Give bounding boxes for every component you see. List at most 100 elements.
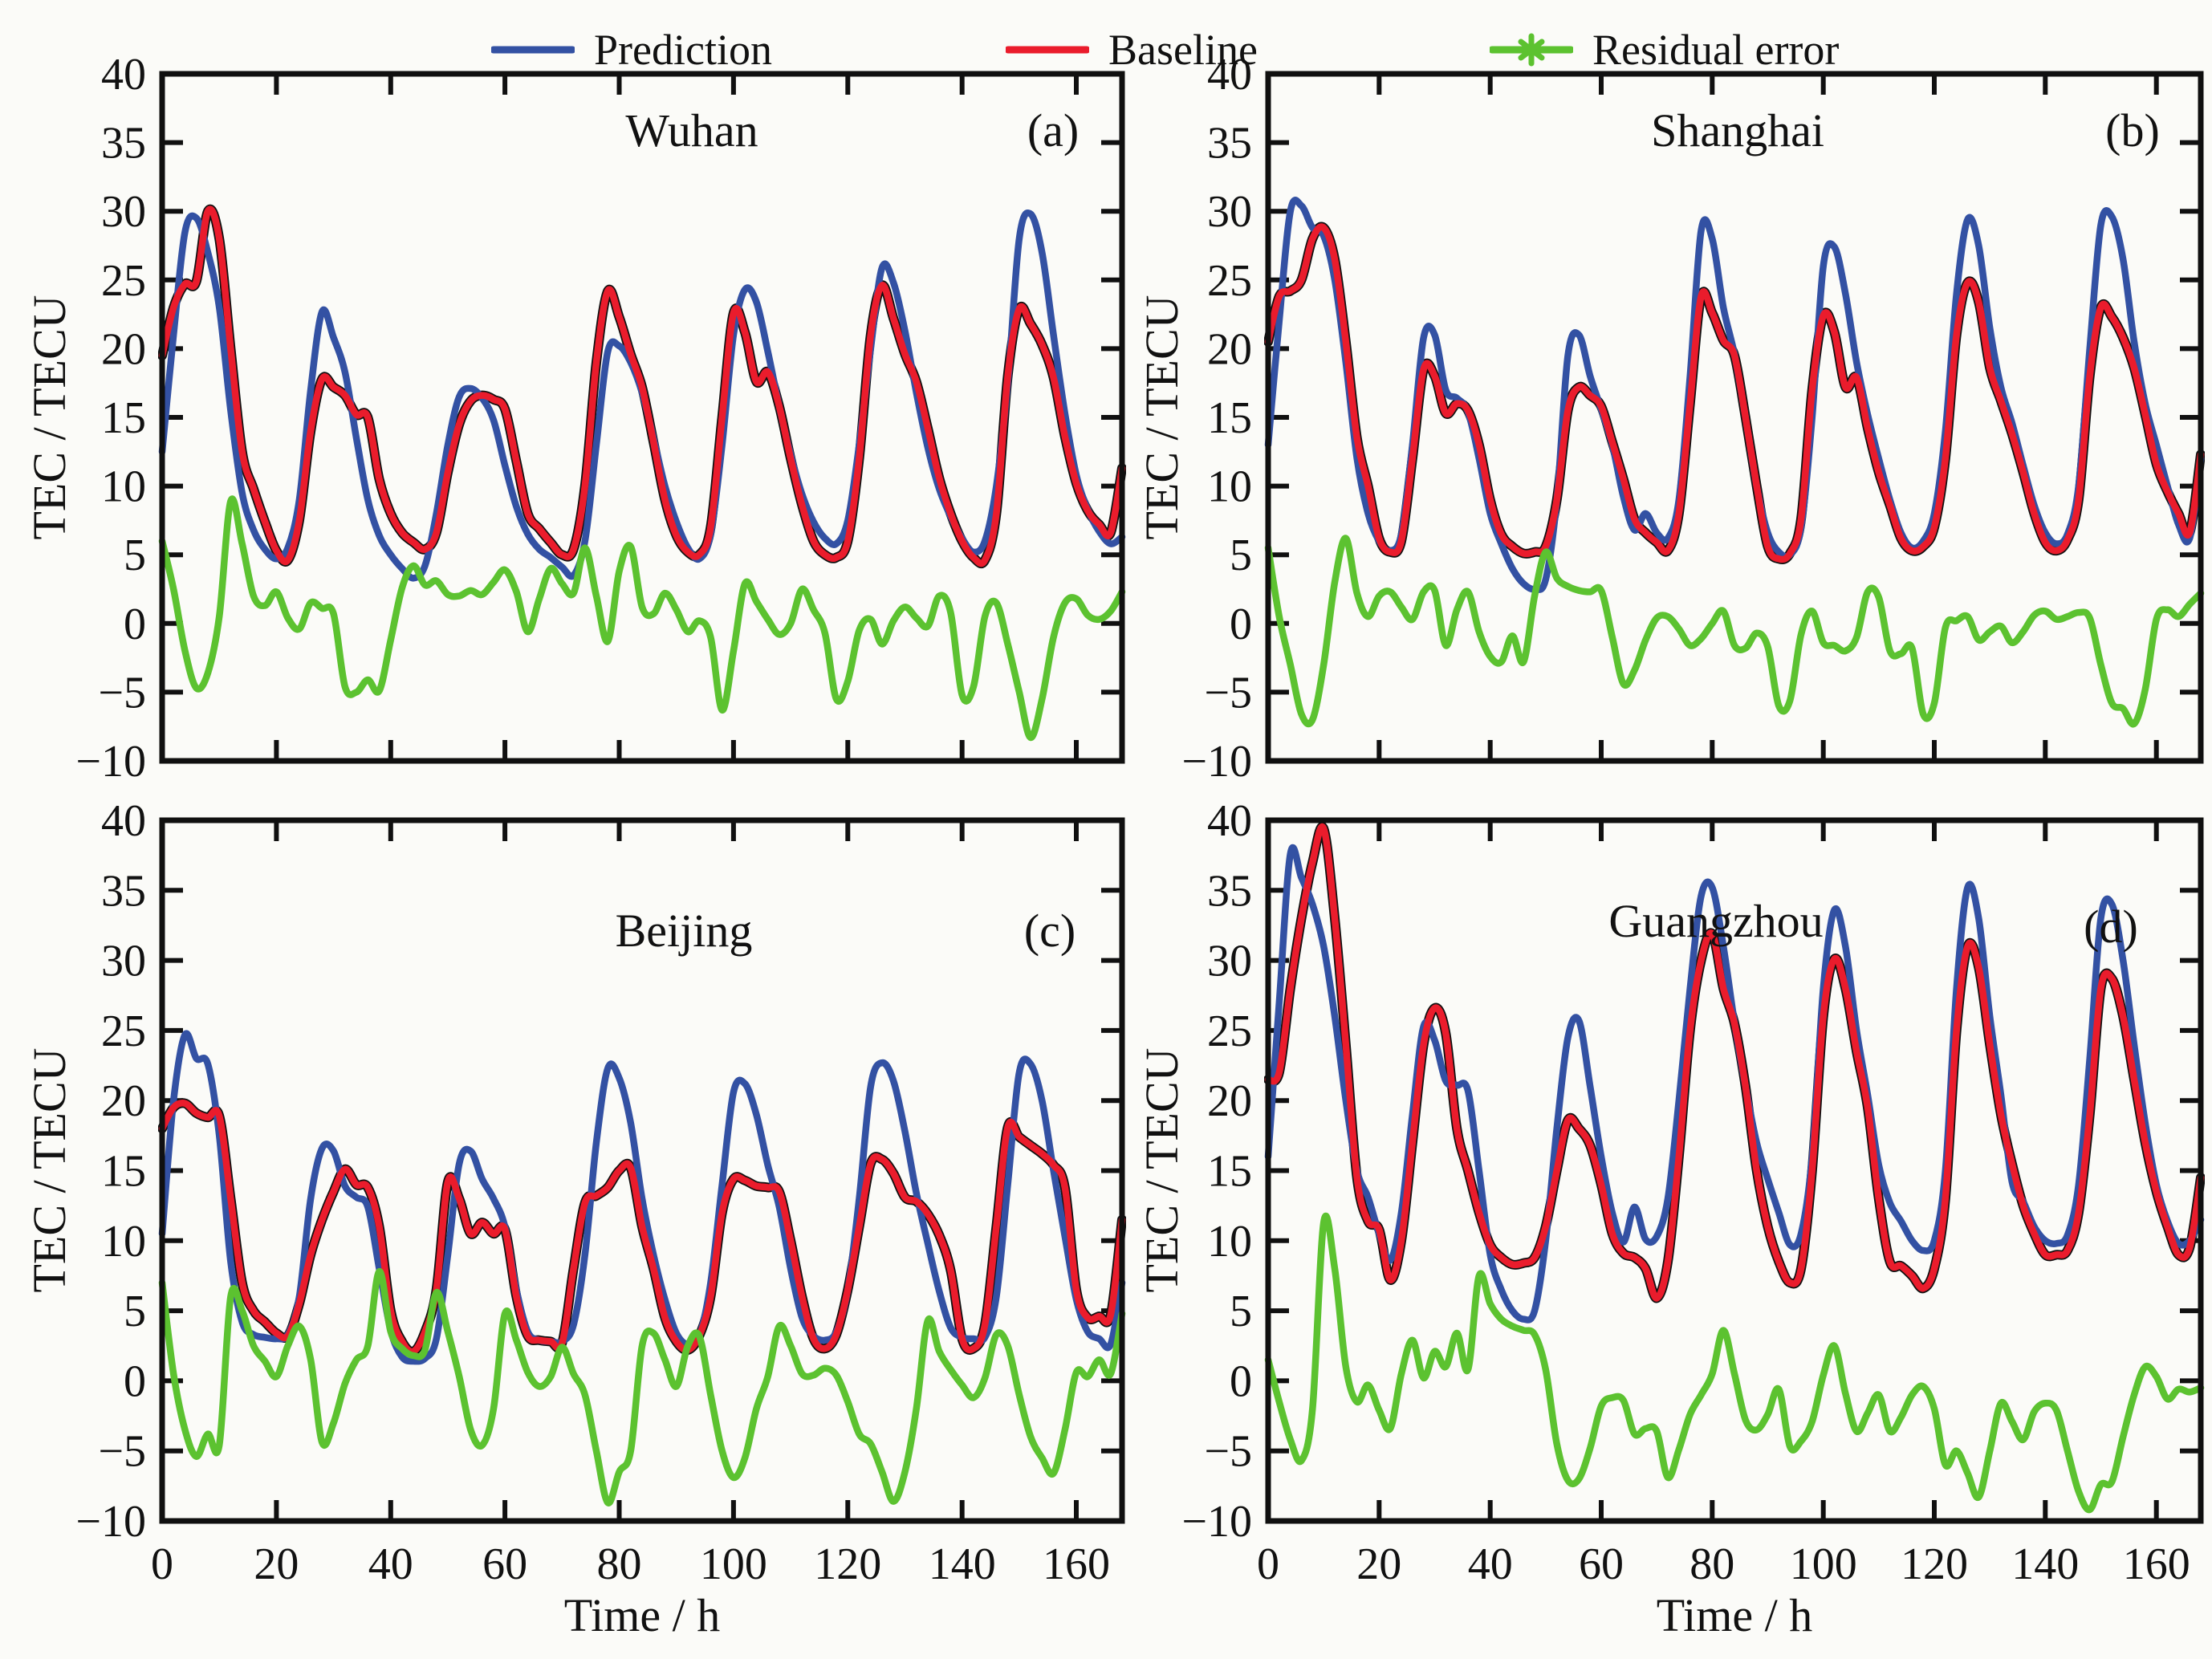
- y-tick-label: 30: [1207, 937, 1252, 986]
- y-tick-label: 35: [1207, 866, 1252, 916]
- legend-item-residual: Residual error: [1490, 28, 1839, 71]
- panel-curves: [158, 1030, 1126, 1507]
- x-tick-label: 40: [368, 1539, 413, 1589]
- y-tick-label: 40: [1207, 796, 1252, 846]
- legend: Prediction Baseline Residual error: [0, 0, 2212, 88]
- y-tick-label: 5: [1230, 1287, 1252, 1336]
- panel-frame: [159, 817, 1125, 1524]
- y-tick-label: 40: [101, 796, 146, 846]
- panel-b-title: Shanghai: [1651, 104, 1824, 157]
- y-tick-label: 15: [1207, 393, 1252, 443]
- x-tick-label: 60: [482, 1539, 527, 1589]
- y-tick-label: 25: [101, 256, 146, 306]
- panel-curves: [1264, 822, 2205, 1514]
- y-tick-label: 0: [124, 600, 146, 649]
- baseline-line: [1264, 223, 2205, 563]
- panel-tick-labels: −10 −5 0 5 10 15 20 25 30 35 40 0 20 40 60 80 100 120 140 1…: [1181, 796, 2190, 1589]
- y-tick-label: −10: [75, 737, 146, 787]
- y-tick-label: 10: [101, 462, 146, 512]
- x-tick-label: 60: [1579, 1539, 1624, 1589]
- panel-b-y-axis-label: TEC / TECU: [1136, 295, 1188, 540]
- panel-tick-labels: −10 −5 0 5 10 15 20 25 30 35 40: [1181, 50, 1252, 787]
- y-tick-label: 35: [101, 119, 146, 169]
- y-tick-label: 15: [1207, 1147, 1252, 1197]
- prediction-line: [158, 1030, 1126, 1365]
- y-tick-label: 20: [101, 324, 146, 374]
- y-tick-label: 25: [1207, 1006, 1252, 1056]
- baseline-line: [158, 1100, 1126, 1356]
- y-tick-label: 15: [101, 1147, 146, 1197]
- baseline-line-icon: [1006, 46, 1089, 54]
- panel-b-letter: (b): [2105, 104, 2160, 157]
- y-tick-label: −5: [98, 668, 146, 718]
- x-tick-label: 140: [929, 1539, 996, 1589]
- panel-curves: [158, 204, 1126, 742]
- residual-line: [1264, 535, 2205, 728]
- legend-item-prediction: Prediction: [491, 28, 772, 71]
- y-tick-label: −5: [1204, 1427, 1252, 1477]
- panel-a-title: Wuhan: [625, 104, 758, 157]
- y-tick-label: 20: [101, 1076, 146, 1126]
- residual-line: [158, 1267, 1126, 1507]
- y-tick-label: 25: [1207, 256, 1252, 306]
- y-tick-label: 40: [1207, 50, 1252, 100]
- legend-label-baseline: Baseline: [1108, 26, 1258, 74]
- y-tick-label: 15: [101, 393, 146, 443]
- prediction-line-icon: [491, 46, 575, 54]
- y-tick-label: −10: [1181, 737, 1252, 787]
- x-tick-label: 40: [1468, 1539, 1513, 1589]
- panel-d-title: Guangzhou: [1608, 895, 1824, 947]
- panel-d-letter: (d): [2084, 901, 2138, 953]
- y-tick-label: 35: [101, 866, 146, 916]
- y-tick-label: 30: [101, 937, 146, 986]
- y-tick-label: 0: [124, 1356, 146, 1406]
- y-tick-label: 0: [1230, 1356, 1252, 1406]
- panel-c-y-axis-label: TEC / TECU: [23, 1047, 75, 1293]
- legend-item-baseline: Baseline: [1006, 28, 1258, 71]
- y-tick-label: −10: [1181, 1497, 1252, 1547]
- x-tick-label: 0: [151, 1539, 173, 1589]
- panel-frame: [1265, 71, 2204, 764]
- baseline-line: [1264, 823, 2205, 1302]
- residual-line: [158, 495, 1126, 742]
- y-tick-label: 10: [1207, 1217, 1252, 1267]
- legend-label-prediction: Prediction: [594, 26, 772, 74]
- x-tick-label: 80: [597, 1539, 642, 1589]
- x-tick-label: 0: [1257, 1539, 1279, 1589]
- y-tick-label: 5: [124, 531, 146, 580]
- x-tick-label: 80: [1689, 1539, 1734, 1589]
- baseline-line: [158, 205, 1126, 567]
- panel-curves: [1264, 197, 2205, 728]
- y-tick-label: 25: [101, 1006, 146, 1056]
- panel-tick-labels: −10 −5 0 5 10 15 20 25 30 35 40 0 20 40 60 80 100 120 140 1…: [75, 796, 1110, 1589]
- x-tick-label: 100: [1790, 1539, 1857, 1589]
- panel-a-y-axis-label: TEC / TECU: [23, 295, 75, 540]
- y-tick-label: 0: [1230, 600, 1252, 649]
- residual-line: [1264, 1212, 2205, 1514]
- x-tick-label: 120: [814, 1539, 881, 1589]
- y-tick-label: 10: [1207, 462, 1252, 512]
- panel-a-letter: (a): [1027, 104, 1080, 157]
- x-tick-label: 100: [700, 1539, 767, 1589]
- panel-tick-labels: −10 −5 0 5 10 15 20 25 30 35 40: [75, 50, 146, 787]
- panel-d-y-axis-label: TEC / TECU: [1136, 1047, 1188, 1293]
- y-tick-label: 40: [101, 50, 146, 100]
- y-tick-label: −10: [75, 1497, 146, 1547]
- y-tick-label: 5: [1230, 531, 1252, 580]
- x-tick-label: 160: [2123, 1539, 2190, 1589]
- y-tick-label: 20: [1207, 324, 1252, 374]
- y-tick-label: −5: [1204, 668, 1252, 718]
- panel-c-x-axis-label: Time / h: [563, 1589, 721, 1641]
- residual-asterisk-line-icon: [1490, 33, 1573, 67]
- panel-frame: [1265, 817, 2204, 1524]
- y-tick-label: 10: [101, 1217, 146, 1267]
- x-tick-label: 20: [1356, 1539, 1401, 1589]
- panel-frame: [159, 71, 1125, 764]
- legend-label-residual: Residual error: [1592, 26, 1840, 74]
- x-tick-label: 140: [2011, 1539, 2079, 1589]
- panel-c-letter: (c): [1023, 905, 1076, 957]
- x-tick-label: 20: [254, 1539, 299, 1589]
- y-tick-label: −5: [98, 1427, 146, 1477]
- panel-d-x-axis-label: Time / h: [1656, 1589, 1813, 1641]
- panel-c-title: Beijing: [615, 905, 753, 957]
